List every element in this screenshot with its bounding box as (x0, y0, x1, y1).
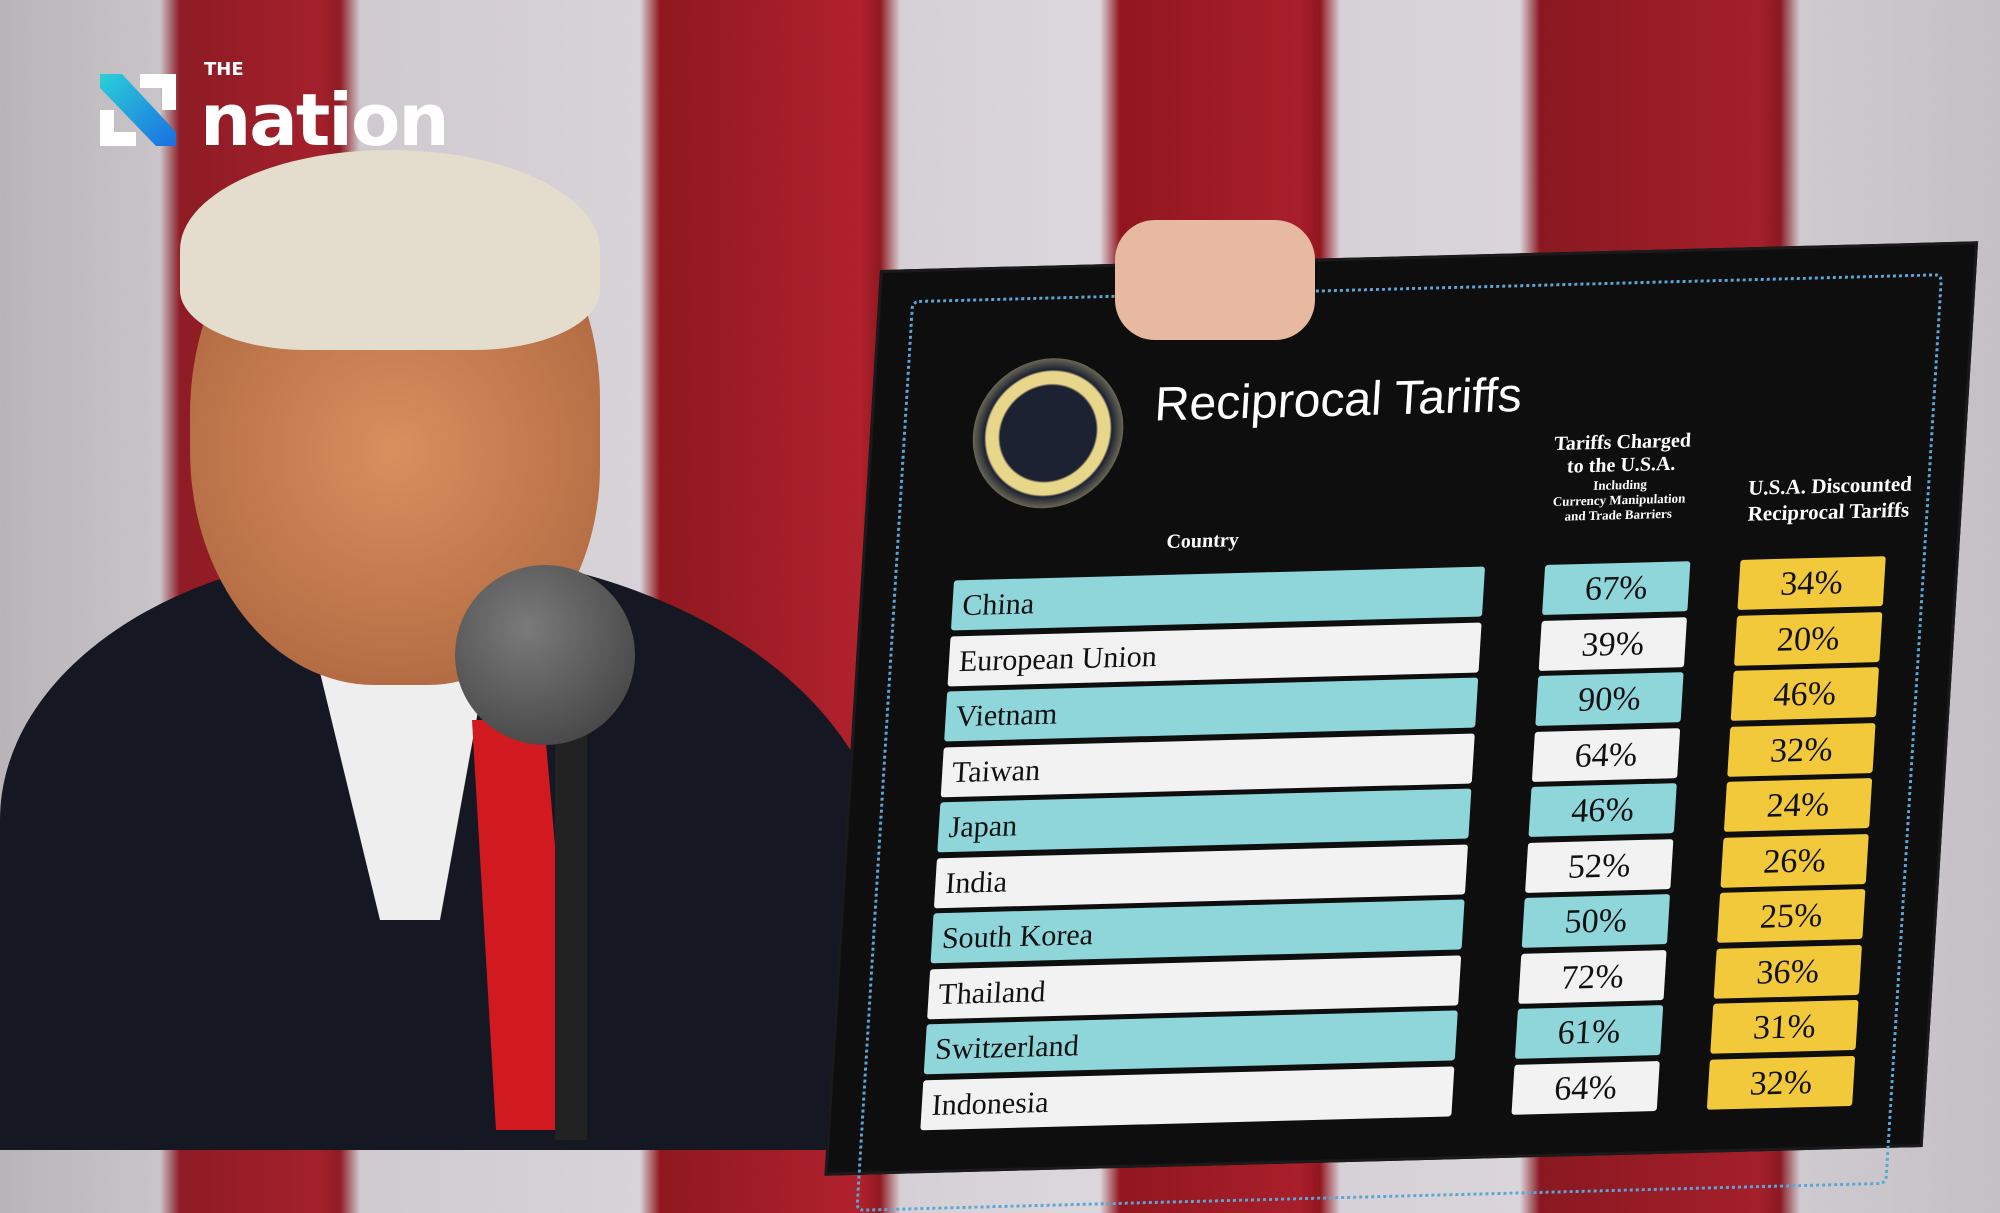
hand (1115, 220, 1315, 340)
board-title: Reciprocal Tariffs (1153, 368, 1524, 432)
nation-n-icon (100, 74, 176, 146)
charged-cell: 64% (1511, 1060, 1660, 1115)
charged-cell: 64% (1531, 727, 1681, 782)
tariff-board: Reciprocal Tariffs Country Tariffs Charg… (824, 241, 1979, 1212)
header-tariffs-charged: Tariffs Charged to the U.S.A. Including … (1528, 429, 1714, 525)
discounted-cell: 34% (1737, 556, 1886, 610)
the-nation-logo: THE nation (100, 60, 460, 160)
charged-cell: 72% (1518, 949, 1667, 1004)
discounted-cell: 46% (1730, 667, 1880, 721)
header-line: Reciprocal Tariffs (1747, 497, 1910, 526)
charged-cell: 39% (1538, 616, 1688, 671)
discounted-cell: 31% (1710, 999, 1859, 1054)
discounted-cell: 32% (1727, 722, 1876, 777)
charged-cell: 50% (1521, 894, 1671, 948)
header-discounted-tariffs: U.S.A. Discounted Reciprocal Tariffs (1728, 470, 1932, 527)
discounted-cell: 26% (1720, 833, 1869, 888)
discounted-cell: 36% (1713, 944, 1863, 999)
discounted-cell: 24% (1723, 778, 1873, 832)
charged-cell: 52% (1525, 838, 1674, 893)
discounted-cell: 20% (1734, 611, 1883, 666)
charged-cell: 61% (1514, 1005, 1664, 1059)
discounted-cell: 25% (1717, 888, 1866, 943)
header-line: Tariffs Charged (1553, 429, 1692, 456)
logo-wordmark: nation (200, 78, 450, 162)
logo-the: THE (204, 59, 244, 80)
charged-cell: 90% (1535, 672, 1684, 726)
discounted-cell: 32% (1706, 1055, 1856, 1110)
charged-cell: 46% (1528, 783, 1677, 837)
header-country: Country (1165, 529, 1240, 553)
speaker-hair (180, 150, 600, 350)
charged-cell: 67% (1542, 561, 1691, 615)
microphone (455, 565, 635, 745)
